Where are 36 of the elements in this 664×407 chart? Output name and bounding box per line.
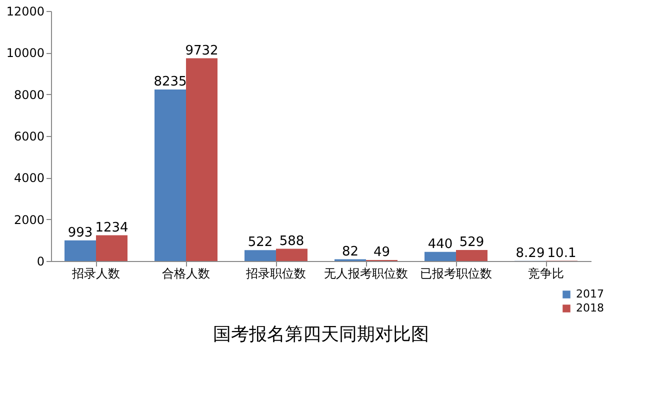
data-label: 8.29 (516, 246, 545, 261)
data-label: 9732 (185, 43, 218, 58)
legend-label: 2017 (576, 288, 604, 300)
bar (186, 58, 218, 261)
bar (64, 240, 96, 261)
bar (96, 235, 128, 261)
data-label: 8235 (154, 74, 187, 90)
y-tick-label: 10000 (6, 46, 44, 60)
data-label: 440 (428, 236, 453, 252)
text: 国考报名第四天同期对比图 (213, 324, 429, 345)
bar (276, 248, 308, 261)
y-tick-label: 12000 (6, 4, 44, 18)
bar (424, 252, 456, 261)
x-tick-label: 合格人数 (162, 266, 210, 280)
data-label: 529 (459, 234, 484, 250)
x-tick-label: 无人报考职位数 (324, 266, 408, 280)
data-label: 588 (279, 234, 304, 249)
x-tick-label: 已报考职位数 (420, 266, 492, 280)
data-label: 49 (373, 244, 390, 260)
data-label: 1234 (95, 220, 128, 236)
y-tick-label: 8000 (14, 88, 44, 102)
x-tick-label: 竞争比 (528, 266, 564, 280)
bar (154, 89, 186, 261)
y-tick-label: 2000 (14, 212, 44, 227)
y-tick-label: 0 (36, 254, 44, 268)
data-label: 993 (68, 225, 93, 240)
x-tick-label: 招录职位数 (245, 266, 306, 280)
bar (456, 250, 488, 261)
x-tick-label: 招录人数 (71, 266, 120, 280)
y-tick-label: 4000 (14, 171, 44, 186)
bar (244, 250, 276, 261)
y-tick-label: 6000 (14, 130, 44, 144)
data-label: 82 (342, 244, 359, 260)
legend-label: 2018 (576, 302, 604, 314)
data-label: 10.1 (547, 246, 576, 261)
data-label: 522 (248, 235, 273, 250)
